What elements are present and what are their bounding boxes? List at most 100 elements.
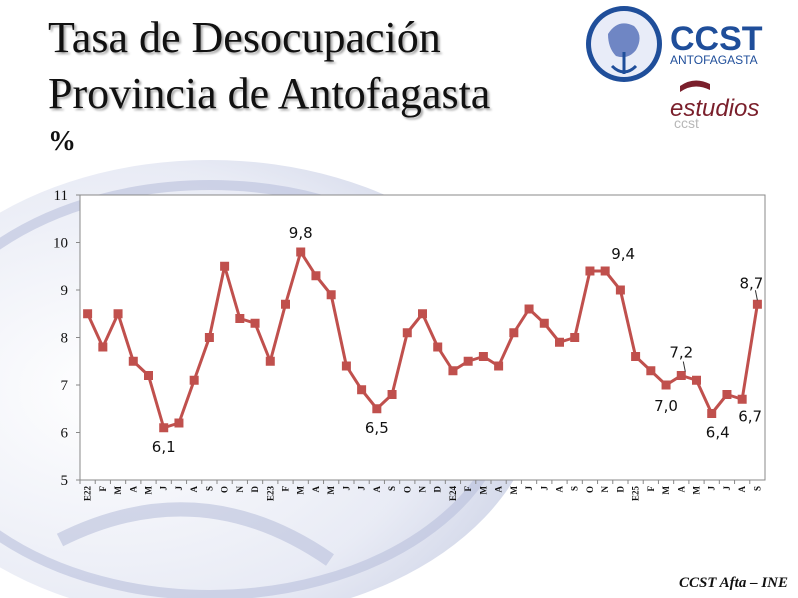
data-point (448, 366, 458, 376)
x-tick-label: A (189, 486, 199, 493)
x-tick-label: D (250, 486, 260, 493)
title-line-1: Tasa de Desocupación (48, 13, 441, 62)
data-point (585, 266, 595, 276)
data-point (265, 356, 275, 366)
x-tick-label: S (204, 486, 214, 491)
data-point (83, 309, 93, 319)
data-label: 9,8 (289, 224, 313, 242)
data-point (418, 309, 427, 319)
plot-area (79, 194, 766, 481)
series-unemployment (83, 247, 762, 433)
x-tick-label: J (174, 486, 184, 491)
x-tick-label: M (296, 486, 306, 495)
y-tick-label: 10 (53, 236, 68, 252)
helmeted-head-anchor-emblem-icon (586, 6, 662, 82)
data-point (631, 352, 641, 361)
data-point (646, 366, 656, 376)
x-tick-label: F (281, 486, 291, 492)
data-point (128, 356, 138, 366)
x-tick-label: J (707, 486, 717, 491)
x-tick-label: J (159, 486, 169, 491)
y-tick-label: 9 (61, 283, 69, 299)
data-point (722, 390, 732, 399)
data-point (600, 266, 610, 276)
data-point (539, 318, 549, 328)
logo-studies-reflection: ccst (674, 115, 699, 131)
logo-brand-text: CCST (670, 20, 763, 58)
logo-sub-text: ANTOFAGASTA (670, 53, 758, 67)
x-tick-label: M (661, 486, 671, 495)
x-tick-label: N (600, 486, 610, 493)
label-leader-line (754, 290, 758, 301)
x-tick-label: M (144, 486, 154, 495)
data-point (311, 271, 321, 281)
data-point (433, 342, 443, 352)
y-tick-label: 5 (61, 473, 69, 489)
data-point (402, 328, 412, 338)
x-tick-label: A (737, 486, 747, 493)
x-tick-label: D (615, 486, 625, 493)
data-point (555, 337, 564, 347)
data-label: 6,4 (706, 424, 730, 442)
data-point (296, 247, 306, 257)
data-point (752, 299, 762, 309)
data-point (570, 333, 580, 342)
data-point (189, 375, 199, 385)
x-tick-label: F (98, 486, 108, 492)
data-point (250, 318, 260, 328)
x-tick-label: J (524, 486, 534, 491)
x-tick-label: M (113, 486, 123, 495)
y-tick-label: 6 (61, 426, 69, 442)
data-point (463, 356, 473, 366)
data-label: 6,7 (738, 407, 762, 425)
x-tick-label: F (646, 486, 656, 492)
data-point (144, 371, 153, 380)
title-line-2: Provincia de Antofagasta (48, 69, 491, 118)
x-tick-label: M (478, 486, 488, 495)
data-label: 6,5 (365, 419, 389, 437)
label-leader-line (682, 361, 686, 372)
logo-studies-text: estudios (670, 95, 759, 122)
data-point (159, 423, 169, 433)
data-label: 7,2 (669, 344, 693, 362)
data-point (478, 352, 488, 361)
data-point (692, 375, 701, 385)
data-point (98, 342, 108, 352)
data-point (357, 385, 367, 395)
data-point (661, 380, 671, 390)
x-tick-label: E23 (265, 486, 275, 502)
y-tick-label: 7 (61, 378, 69, 394)
x-tick-label: A (311, 486, 321, 493)
data-label: 7,0 (654, 397, 678, 415)
x-tick-label: E24 (448, 486, 458, 502)
data-point (326, 290, 336, 300)
x-tick-label: N (418, 486, 428, 493)
data-point (204, 333, 214, 342)
data-point (615, 285, 625, 295)
x-tick-label: E22 (83, 486, 93, 502)
data-labels: 6,1 9,8 6,5 9,4 7,0 7,2 6,4 6,7 8,7 (152, 224, 764, 456)
x-tick-label: M (509, 486, 519, 495)
unit-label: % (48, 126, 76, 157)
data-point (220, 261, 230, 271)
data-point (341, 361, 351, 371)
data-label: 9,4 (611, 245, 635, 263)
x-axis: E22 F M A M J J A S O N D E23 F M A M J J A S O N D E24 F M A M J J A S O… (79, 480, 762, 502)
y-tick-label: 11 (54, 188, 68, 204)
data-point (372, 404, 382, 414)
x-tick-label: F (463, 486, 473, 492)
data-point (676, 371, 686, 380)
x-tick-label: O (585, 486, 595, 493)
x-tick-label: E25 (631, 486, 641, 502)
x-tick-label: O (220, 486, 230, 493)
data-point (113, 309, 123, 319)
x-tick-label: A (372, 486, 382, 493)
x-tick-label: M (692, 486, 702, 495)
page-title: Tasa de Desocupación Provincia de Antofa… (48, 10, 490, 122)
logo-swoosh-icon (680, 80, 710, 92)
x-tick-label: O (402, 486, 412, 493)
x-tick-label: D (433, 486, 443, 493)
data-point (524, 304, 534, 314)
x-tick-label: J (341, 486, 351, 491)
source-footer: CCST Afta – INE (678, 575, 788, 591)
